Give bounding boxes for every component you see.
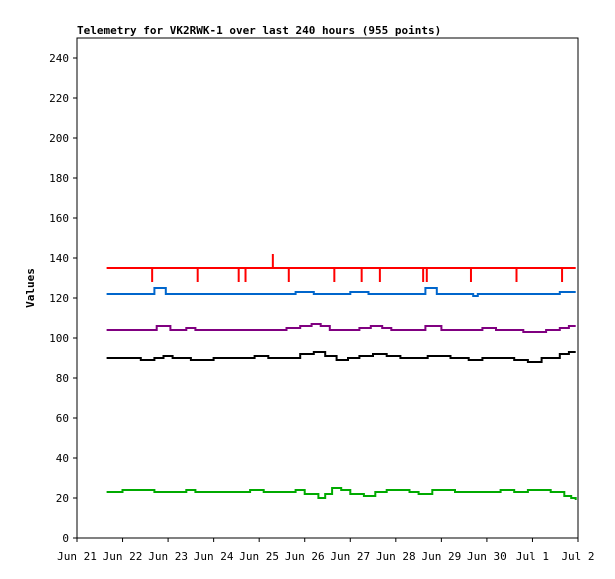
- series-layer: [106, 254, 577, 500]
- x-tick-label: Jun 28: [376, 550, 416, 563]
- y-tick-label: 180: [49, 172, 69, 185]
- y-tick-label: 0: [62, 532, 69, 545]
- x-tick-label: Jun 24: [194, 550, 234, 563]
- chart-title: Telemetry for VK2RWK-1 over last 240 hou…: [77, 24, 442, 37]
- y-tick-label: 60: [56, 412, 69, 425]
- series-line: [106, 287, 576, 297]
- x-tick-label: Jun 27: [330, 550, 370, 563]
- x-tick-label: Jun 21: [57, 550, 97, 563]
- y-tick-label: 140: [49, 252, 69, 265]
- y-tick-label: 240: [49, 52, 69, 65]
- y-tick-label: 40: [56, 452, 69, 465]
- series-line: [106, 351, 576, 363]
- x-tick-label: Jul 2: [561, 550, 594, 563]
- y-tick-label: 120: [49, 292, 69, 305]
- x-tick-label: Jul 1: [516, 550, 549, 563]
- series-line: [106, 487, 577, 500]
- y-tick-label: 20: [56, 492, 69, 505]
- y-tick-label: 220: [49, 92, 69, 105]
- y-tick-label: 160: [49, 212, 69, 225]
- series-line: [106, 323, 576, 333]
- x-tick-label: Jun 26: [285, 550, 325, 563]
- x-tick-label: Jun 25: [239, 550, 279, 563]
- x-tick-label: Jun 22: [103, 550, 143, 563]
- y-axis-label: Values: [24, 268, 37, 308]
- y-tick-label: 200: [49, 132, 69, 145]
- y-tick-label: 80: [56, 372, 69, 385]
- x-tick-label: Jun 23: [148, 550, 188, 563]
- x-tick-label: Jun 30: [467, 550, 507, 563]
- y-axis: 0 20 40 60 80 100 120 140 160 180 200 220 240: [49, 52, 77, 545]
- y-tick-label: 100: [49, 332, 69, 345]
- x-tick-label: Jun 29: [421, 550, 461, 563]
- plot-frame: [76, 37, 579, 539]
- x-axis: Jun 21 Jun 22 Jun 23 Jun 24 Jun 25 Jun 26 Jun …: [57, 538, 595, 563]
